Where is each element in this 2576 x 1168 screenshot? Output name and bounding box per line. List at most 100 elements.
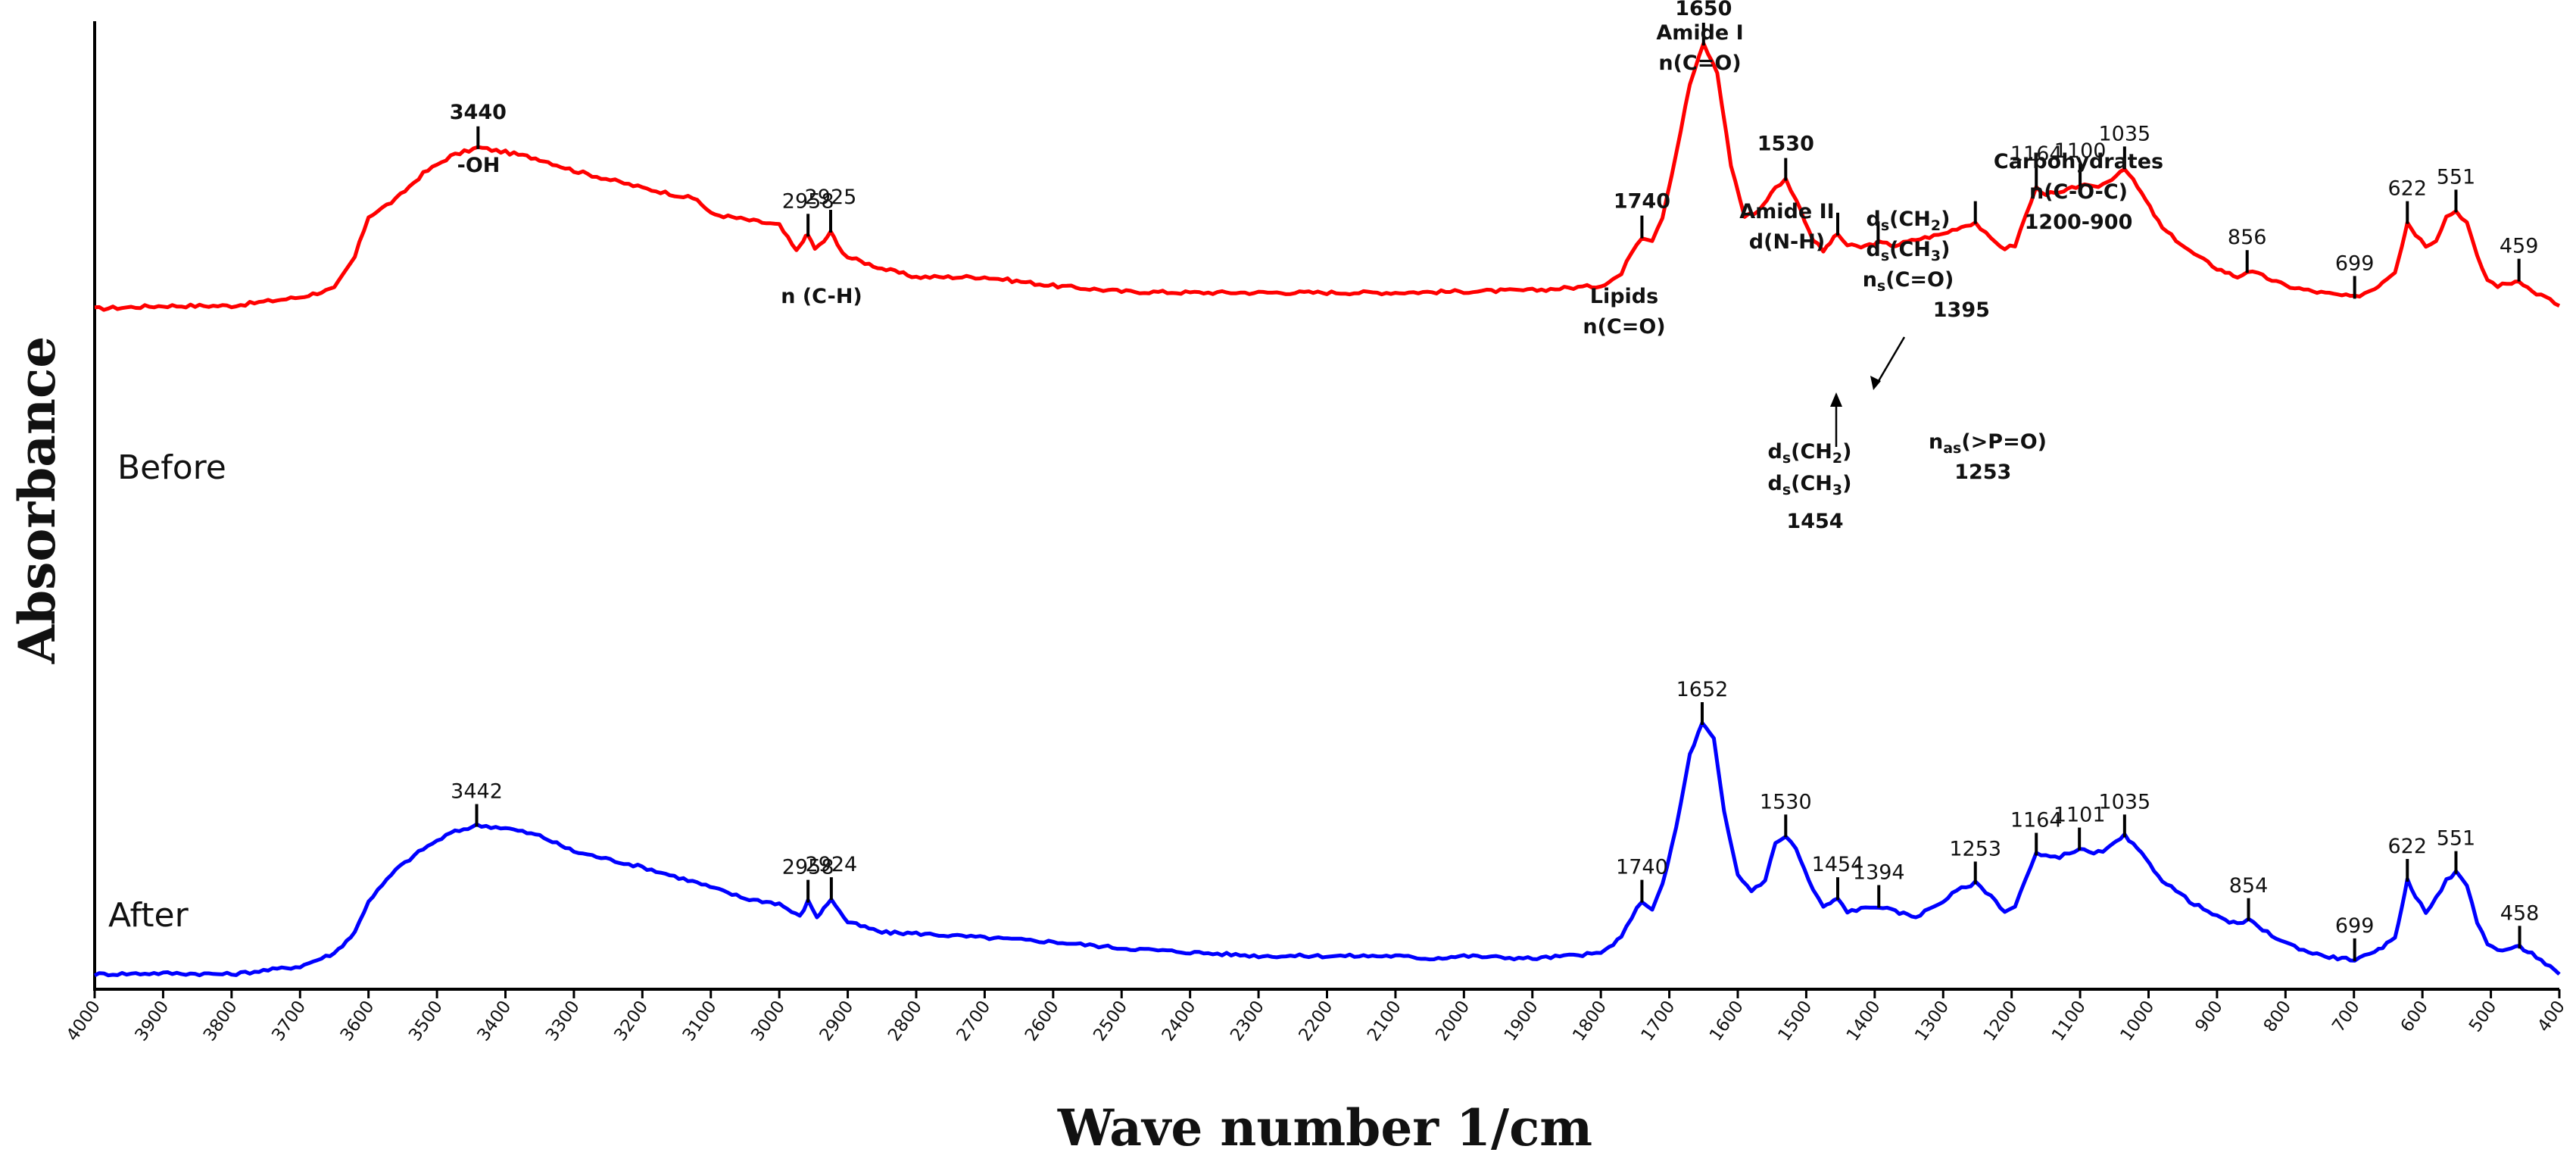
before-peak-label: 1740 [1614,190,1670,214]
before-peak-label: 1454 [1786,510,1843,533]
x-tick-label: 2600 [1021,998,1063,1045]
before-peak-label: 1395 [1933,298,1990,322]
before-peak-label: 1253 [1954,461,2011,484]
x-tick-label: 2400 [1159,998,1200,1045]
x-tick-label: 3700 [268,998,310,1045]
before-peak-label: 1530 [1757,133,1814,156]
x-tick-label: 700 [2328,998,2363,1036]
after-peak-label: 458 [2500,901,2540,925]
x-tick-label: 1300 [1911,998,1953,1045]
annotation-carb-2: n(C-O-C) [2029,180,2128,204]
annotation-carb-1: Carbohydrates [1994,150,2163,173]
annotation-ch2-1395-1: ds(CH2) [1867,208,1951,234]
after-peak-label: 2958 [782,856,834,879]
x-tick-label: 900 [2191,998,2226,1036]
annotation-ch2-1395-2: ds(CH3) [1867,238,1951,264]
before-peak-label: 856 [2228,226,2267,249]
x-tick-label: 3000 [747,998,789,1045]
after-peak-label: 2924 [806,853,858,876]
x-ticks: 4000 3900 3800 3700 3600 3500 3400 3300 3200 3100… [63,989,2569,1045]
x-tick-label: 2000 [1432,998,1474,1045]
x-tick-label: 600 [2397,998,2432,1036]
annotation-ch2-1454-2: ds(CH3) [1768,472,1852,498]
x-tick-label: 2900 [816,998,858,1045]
series-label-after: After [108,896,189,935]
x-tick-label: 2500 [1090,998,1131,1045]
annotation-ch: n (C-H) [781,285,862,308]
after-peak-label: 1164 [2010,809,2063,832]
x-tick-label: 2700 [953,998,994,1045]
x-tick-label: 2200 [1296,998,1337,1045]
after-peak-label: 1394 [1853,861,1905,885]
before-peak-label: 3440 [450,101,507,124]
x-tick-label: 1800 [1569,998,1611,1045]
x-tick-label: 800 [2260,998,2295,1036]
before-peak-label: 2958 [782,189,834,213]
before-peak-label: 2925 [805,186,857,209]
before-peak-label: 1650 [1675,0,1732,20]
after-peak-label: 3442 [451,780,503,804]
x-tick-label: 2100 [1364,998,1405,1045]
series-line-after [93,720,2561,978]
annotation-arrowhead-1395 [1870,376,1881,390]
before-peak-label: 1035 [2098,122,2150,145]
annotation-arrow-1395 [1875,336,1906,386]
x-tick-label: 1500 [1774,998,1816,1045]
x-tick-label: 3200 [610,998,652,1045]
x-tick-label: 4000 [63,998,104,1045]
after-peak-label: 1652 [1676,678,1729,701]
annotation-ch2-1454-1: ds(CH2) [1768,440,1852,467]
series-label-before: Before [117,448,226,487]
after-peak-label: 1530 [1760,790,1812,814]
annotation-arrowhead-1454 [1830,392,1842,407]
series-line-before [94,41,2561,312]
x-tick-label: 3600 [337,998,379,1045]
x-tick-label: 2300 [1227,998,1268,1045]
y-axis-title: Absorbance [8,336,67,664]
before-peak-label: 459 [2500,235,2539,258]
after-peak-label: 1454 [1812,853,1864,876]
x-tick-label: 2800 [884,998,926,1045]
before-peak-label: 699 [2335,251,2375,275]
x-tick-label: 1200 [1980,998,2022,1045]
annotation-lipids-2: n(C=O) [1583,315,1665,339]
before-peak-label: 551 [2437,165,2476,189]
annotation-ch2-1395-3: ns(C=O) [1863,268,1954,295]
x-tick-label: 1100 [2048,998,2090,1045]
x-tick-label: 500 [2465,998,2500,1036]
after-peak-label: 1740 [1616,856,1668,879]
before-peak-label: 622 [2388,177,2428,201]
x-tick-label: 3900 [131,998,173,1045]
x-tick-label: 1700 [1638,998,1679,1045]
annotation-lipids-1: Lipids [1590,285,1658,308]
annotation-amide2-1: Amide II [1739,200,1834,223]
annotation-po: nas(>P=O) [1929,430,2047,457]
after-peak-label: 1035 [2098,790,2150,814]
after-peak-label: 699 [2335,914,2375,938]
annotation-amide1-2: n(C=O) [1658,52,1741,75]
x-tick-label: 400 [2534,998,2568,1036]
after-peak-label: 622 [2388,835,2428,858]
x-tick-label: 3500 [405,998,447,1045]
after-peak-label: 1101 [2054,804,2106,827]
x-tick-label: 3100 [679,998,721,1045]
x-tick-label: 3800 [200,998,242,1045]
before-peak-label: 1100 [2054,139,2107,163]
after-peak-label: 1253 [1949,837,2001,860]
x-tick-label: 1000 [2117,998,2159,1045]
x-tick-label: 1600 [1706,998,1748,1045]
x-tick-label: 3300 [542,998,584,1045]
annotation-amide2-2: d(N-H) [1749,230,1825,254]
annotation-carb-3: 1200-900 [2025,211,2133,234]
before-peak-label: 1164 [2010,142,2063,166]
annotation-amide1-1: Amide I [1656,21,1743,45]
x-axis-title: Wave number 1/cm [1057,1098,1592,1157]
x-tick-label: 3400 [474,998,516,1045]
after-peak-label: 854 [2229,874,2269,898]
annotation-oh: -OH [457,154,501,177]
x-tick-label: 1900 [1501,998,1542,1045]
after-peak-label: 551 [2437,827,2476,851]
